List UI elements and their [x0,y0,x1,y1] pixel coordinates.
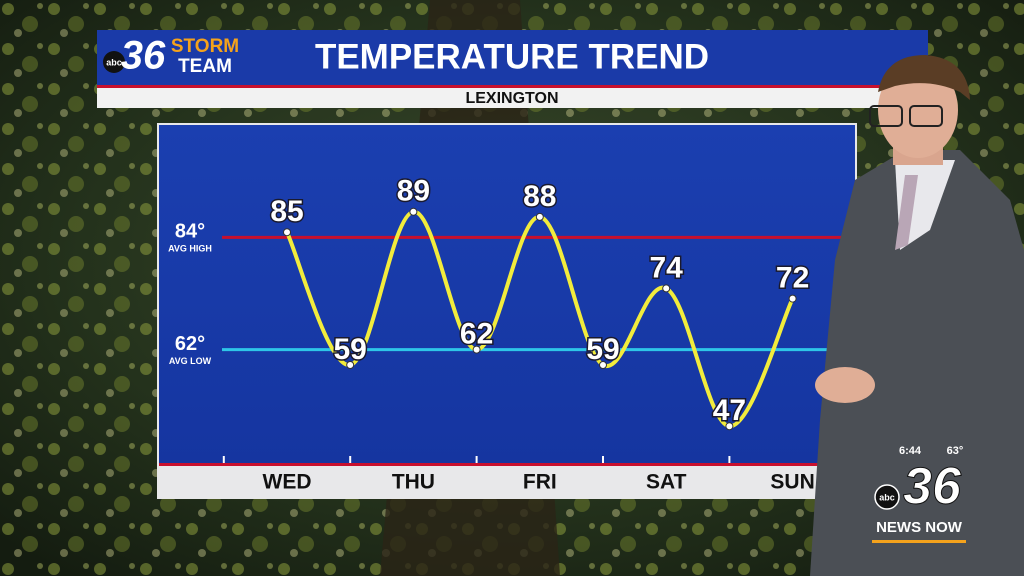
bug-news: NEWS NOW [876,519,963,536]
point [725,422,734,431]
data-label: 47 [713,394,746,427]
abc-logo [103,51,125,73]
chart-title: TEMPERATURE TREND [315,37,709,76]
team-text: TEAM [178,56,232,77]
data-label: 89 [397,175,430,208]
x-tick-label: SAT [646,471,687,494]
point [662,284,671,293]
reference-label: 62° [175,333,205,355]
point [472,345,481,354]
header-bar [97,30,928,86]
plot-area [159,125,855,464]
bug-abc-logo [874,484,900,510]
reference-label: 84° [175,221,205,243]
x-tick-label: WED [263,471,312,494]
reference-name: AVG HIGH [168,244,212,254]
storm-text: STORM [171,36,239,57]
point [283,228,291,237]
point [535,212,544,221]
station-number: 36 [121,34,166,78]
data-label: 88 [523,180,556,213]
presenter [810,55,1024,576]
data-label: 74 [650,251,684,284]
x-tick-label: SUN [770,471,814,494]
bug-rule [872,540,966,543]
x-tick-label: THU [392,471,435,494]
x-axis-rule [159,463,855,466]
chart: 84°AVG HIGH 62°AVG LOW WED THU FRI SAT SUN 85 59… [168,173,855,494]
data-label: 72 [776,262,809,295]
data-label: 62 [460,318,493,351]
reference-name: AVG LOW [169,356,212,366]
data-label: 59 [334,333,367,366]
point [599,360,607,369]
data-label: 59 [586,333,619,366]
x-tick-label: FRI [523,471,557,494]
chart-subtitle: LEXINGTON [465,90,558,107]
clock-time: 6:44 [899,445,922,457]
clock-temperature: 63° [947,445,964,457]
point [788,294,797,303]
point [346,360,355,369]
data-label: 85 [270,195,303,228]
header-rule [97,85,928,88]
subtitle-bar [97,88,928,108]
point [409,207,418,216]
bug-abc-text: abc [879,492,895,502]
abc-text: abc [106,57,122,67]
bug-station-number: 36 [903,458,962,516]
